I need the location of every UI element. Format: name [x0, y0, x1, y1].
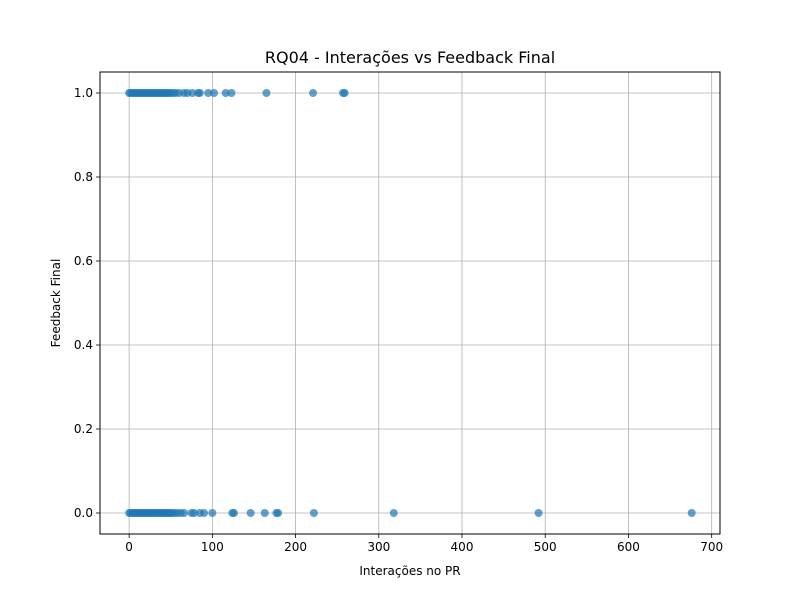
- data-point: [190, 509, 199, 517]
- x-axis-ticks: 0 100 200 300 400 500 600 700: [125, 534, 723, 554]
- data-point: [534, 509, 543, 517]
- data-point: [210, 89, 219, 97]
- data-point: [389, 509, 398, 517]
- data-point: [687, 509, 696, 517]
- data-point: [262, 89, 271, 97]
- data-point: [246, 509, 255, 517]
- data-point: [227, 89, 236, 97]
- data-point: [340, 89, 349, 97]
- x-tick-label: 100: [201, 540, 224, 554]
- chart-title: RQ04 - Interações vs Feedback Final: [265, 48, 555, 67]
- data-point: [229, 509, 238, 517]
- y-axis-label: Feedback Final: [49, 259, 63, 348]
- y-axis-ticks: 0.0 0.2 0.4 0.6 0.8 1.0: [74, 86, 100, 520]
- y-tick-label: 0.6: [74, 254, 93, 268]
- data-point: [200, 509, 209, 517]
- data-point: [204, 89, 213, 97]
- data-point: [188, 89, 197, 97]
- x-tick-label: 400: [451, 540, 474, 554]
- x-tick-label: 300: [367, 540, 390, 554]
- data-point: [309, 89, 318, 97]
- plot-frame: [99, 71, 721, 535]
- data-point: [274, 509, 283, 517]
- data-point: [208, 509, 217, 517]
- plot-area: [100, 72, 720, 534]
- x-axis-label: Interações no PR: [359, 564, 460, 578]
- y-tick-label: 0.0: [74, 506, 93, 520]
- y-tick-label: 0.4: [74, 338, 93, 352]
- data-points: [125, 89, 696, 517]
- data-point: [180, 509, 189, 517]
- data-point: [260, 509, 269, 517]
- x-tick-label: 0: [125, 540, 133, 554]
- data-point: [221, 89, 230, 97]
- data-point: [309, 509, 318, 517]
- x-tick-label: 700: [700, 540, 723, 554]
- y-tick-label: 0.2: [74, 422, 93, 436]
- y-tick-label: 1.0: [74, 86, 93, 100]
- y-tick-label: 0.8: [74, 170, 93, 184]
- x-tick-label: 600: [617, 540, 640, 554]
- x-tick-label: 200: [284, 540, 307, 554]
- x-tick-label: 500: [534, 540, 557, 554]
- data-point: [195, 89, 204, 97]
